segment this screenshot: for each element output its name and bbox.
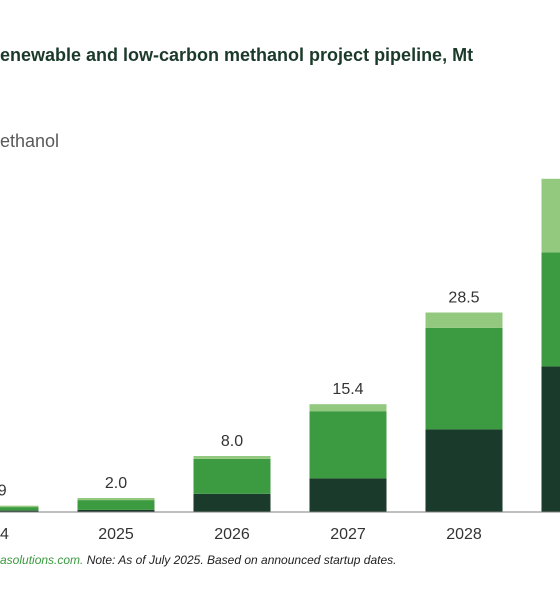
- bar-segment-24-s2: [0, 507, 39, 511]
- chart-title: enewable and low-carbon methanol project…: [0, 45, 474, 65]
- total-label-2028: 28.5: [448, 290, 479, 307]
- bar-segment-2026-s3: [193, 456, 271, 459]
- bar-segment-2025-s3: [77, 498, 155, 501]
- bar-segment-last-s3: [541, 178, 560, 253]
- bar-segment-24-s3: [0, 505, 39, 508]
- source-text: asolutions.com.: [0, 553, 84, 567]
- bar-segment-2028-s1: [425, 429, 503, 512]
- bars-layer: [0, 178, 560, 512]
- bar-segment-2025-s2: [77, 500, 155, 510]
- bar-segment-2027-s1: [309, 478, 387, 512]
- x-tick-label-2028: 2028: [446, 526, 482, 543]
- bar-segment-2028-s3: [425, 312, 503, 328]
- bar-segment-2026-s2: [193, 458, 271, 494]
- bar-segment-last-s2: [541, 252, 560, 367]
- x-tick-label-2027: 2027: [330, 526, 366, 543]
- bar-segment-2027-s3: [309, 404, 387, 412]
- total-label-2027: 15.4: [332, 381, 363, 398]
- note-text: Note: As of July 2025. Based on announce…: [83, 553, 397, 567]
- bar-segment-24-s1: [0, 510, 39, 512]
- x-tick-label-2025: 2025: [98, 526, 134, 543]
- labels-layer: .9 24 2.0 2025 8.0 2026 15.4 2027 28.5 2028: [0, 290, 482, 544]
- bar-segment-last-s1: [541, 366, 560, 512]
- bar-segment-2025-s1: [77, 509, 155, 512]
- chart-footer: asolutions.com. Note: As of July 2025. B…: [0, 553, 396, 567]
- bar-segment-2027-s2: [309, 411, 387, 479]
- total-label-2026: 8.0: [221, 433, 243, 450]
- y-axis-label: ethanol: [0, 131, 60, 151]
- total-label-2025: 2.0: [105, 475, 127, 492]
- x-tick-label-2026: 2026: [214, 526, 250, 543]
- bar-segment-2028-s2: [425, 327, 503, 430]
- bar-segment-2026-s1: [193, 493, 271, 512]
- total-label-24: .9: [0, 483, 7, 500]
- x-tick-label-24: 24: [0, 526, 9, 543]
